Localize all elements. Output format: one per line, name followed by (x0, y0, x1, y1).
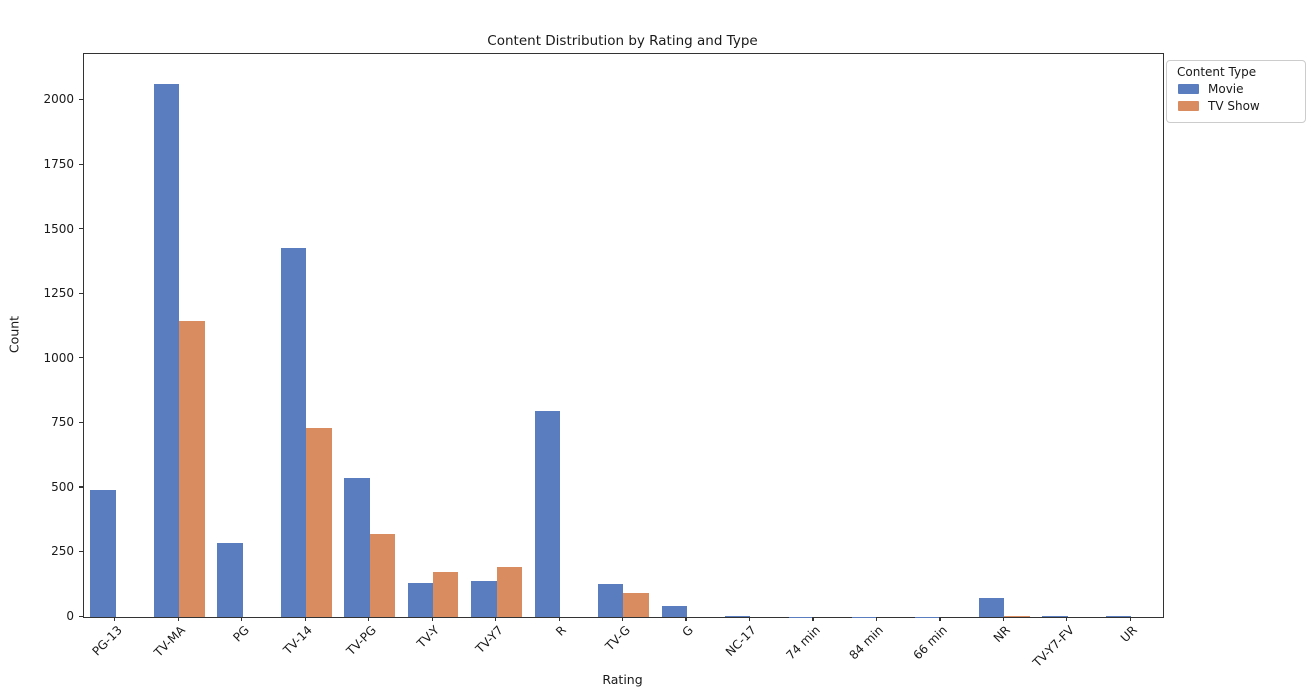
x-tick-mark-TV-Y (431, 617, 433, 621)
y-tick-label-250: 250 (51, 544, 74, 559)
y-tick-label-0: 0 (66, 609, 74, 623)
bars-container (84, 54, 1163, 617)
y-tick-label-1000: 1000 (43, 350, 74, 365)
x-tick-mark-UR (1129, 617, 1131, 621)
x-tick-mark-TV-Y7 (495, 617, 497, 621)
x-axis-label: Rating (602, 672, 643, 687)
y-tick-label-500: 500 (51, 479, 74, 494)
x-tick-mark-NC-17 (748, 617, 751, 621)
legend-swatch-icon (1178, 84, 1199, 94)
x-tick-mark-66-min (939, 617, 941, 621)
bar-group-TV-G (592, 54, 655, 617)
bar-group-TV-MA (147, 54, 210, 617)
legend-entries: Movie TV Show (1173, 82, 1299, 113)
bar-tv-show-TV-PG (369, 533, 395, 617)
x-tick-mark-TV-G (622, 617, 624, 621)
bar-movie-NR (978, 597, 1005, 617)
legend: Content Type Movie TV Show (1166, 60, 1306, 123)
bar-movie-R (534, 411, 561, 617)
bar-movie-TV-PG (344, 477, 370, 617)
x-tick-mark-PG-13 (114, 617, 116, 621)
bar-movie-UR (1105, 616, 1132, 617)
legend-label: Movie (1208, 82, 1244, 96)
bar-group-TV-14 (274, 54, 337, 617)
legend-title: Content Type (1177, 65, 1257, 79)
bar-movie-PG (217, 542, 243, 617)
y-tick-label-1750: 1750 (43, 157, 74, 172)
bar-movie-NC-17 (725, 616, 751, 617)
bar-group-NR (973, 54, 1036, 617)
bar-group-TV-Y (401, 54, 464, 617)
bar-group-TV-PG (338, 54, 401, 617)
bar-group-R (528, 54, 591, 617)
plot-area (83, 53, 1164, 618)
bar-tv-show-TV-G (623, 592, 649, 617)
bar-group-PG (211, 54, 274, 617)
y-tick-mark-500 (79, 486, 83, 488)
y-tick-mark-750 (79, 421, 83, 423)
y-tick-label-1500: 1500 (43, 221, 74, 236)
legend-swatch-icon (1178, 101, 1199, 111)
bar-group-NC-17 (719, 54, 782, 617)
legend-label: TV Show (1208, 99, 1260, 113)
bar-tv-show-TV-Y7 (496, 566, 522, 617)
bar-tv-show-TV-Y (433, 571, 459, 617)
bar-movie-G (661, 606, 687, 617)
x-tick-mark-PG (241, 617, 243, 621)
y-tick-mark-0 (79, 615, 83, 617)
bar-movie-TV-MA (153, 84, 180, 617)
y-tick-mark-250 (79, 550, 83, 553)
y-tick-mark-1000 (79, 357, 83, 359)
bar-group-66-min (909, 54, 972, 617)
y-tick-mark-1750 (79, 163, 83, 165)
x-tick-mark-TV-14 (304, 617, 306, 621)
y-tick-mark-1250 (79, 292, 83, 294)
y-tick-mark-1500 (79, 228, 83, 230)
y-tick-label-750: 750 (51, 415, 74, 430)
y-tick-label-1250: 1250 (43, 286, 74, 301)
bar-group-PG-13 (84, 54, 147, 617)
x-tick-mark-TV-PG (368, 617, 370, 621)
bar-group-74-min (782, 54, 845, 617)
x-tick-mark-G (685, 617, 687, 621)
chart-title: Content Distribution by Rating and Type (487, 33, 758, 49)
bar-movie-TV-Y7 (471, 581, 497, 617)
bar-group-TV-Y7 (465, 54, 528, 617)
x-tick-mark-84-min (875, 617, 878, 621)
legend-entry-movie: Movie (1178, 82, 1299, 96)
bar-group-UR (1100, 54, 1163, 617)
bar-movie-PG-13 (90, 490, 116, 617)
bar-movie-TV-14 (280, 248, 307, 617)
x-tick-mark-TV-Y7-FV (1066, 617, 1068, 621)
x-tick-mark-R (558, 617, 560, 621)
bar-tv-show-NR (1004, 615, 1030, 617)
bar-group-84-min (846, 54, 909, 617)
bar-group-TV-Y7-FV (1036, 54, 1099, 617)
x-tick-mark-NR (1002, 617, 1004, 621)
bar-tv-show-TV-MA (179, 321, 205, 617)
bar-movie-TV-Y (407, 583, 434, 617)
y-tick-mark-2000 (79, 98, 83, 101)
bar-movie-TV-Y7-FV (1042, 615, 1068, 617)
y-tick-label-2000: 2000 (43, 92, 74, 107)
x-tick-mark-TV-MA (177, 617, 179, 621)
bar-group-G (655, 54, 718, 617)
bar-tv-show-TV-14 (306, 427, 332, 617)
x-tick-mark-74-min (812, 617, 814, 621)
bar-movie-TV-G (598, 584, 624, 617)
legend-entry-tv-show: TV Show (1178, 99, 1299, 113)
